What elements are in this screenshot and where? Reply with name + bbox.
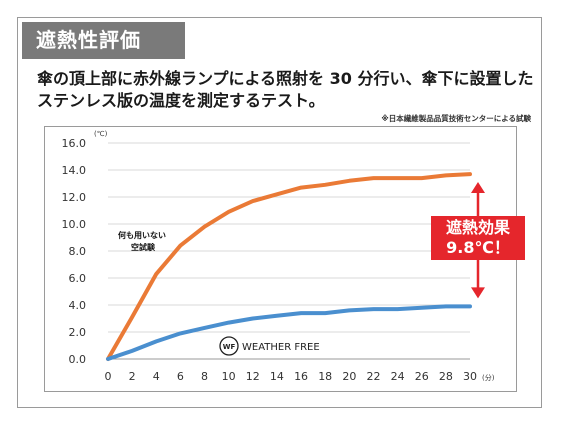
x-tick-label: 0: [105, 370, 112, 383]
y-tick-label: 6.0: [69, 272, 87, 285]
x-tick-label: 24: [391, 370, 405, 383]
x-tick-label: 12: [246, 370, 260, 383]
test-institution-note: ※日本繊維製品品質技術センターによる試験: [381, 114, 531, 123]
x-tick-label: 14: [270, 370, 284, 383]
x-tick-label: 26: [415, 370, 429, 383]
y-unit-label: (℃): [94, 130, 108, 138]
arrow-head-up: [471, 182, 485, 194]
x-tick-label: 18: [318, 370, 332, 383]
y-tick-labels: 0.0 2.0 4.0 6.0 8.0 10.0 12.0 14.0 16.0: [62, 137, 87, 366]
heat-shield-effect-badge: 遮熱効果 9.8℃！: [431, 216, 525, 260]
x-tick-label: 20: [342, 370, 356, 383]
x-tick-label: 10: [222, 370, 236, 383]
brand-name: WEATHER FREE: [242, 342, 320, 353]
series-line-weather-free: [106, 304, 472, 361]
x-tick-label: 22: [366, 370, 380, 383]
series-line-empty-test: [106, 172, 472, 361]
y-tick-label: 4.0: [69, 299, 87, 312]
x-tick-labels: 0 2 4 6 8 10 12 14 16 18 20 22 24 26 28 30: [105, 370, 478, 383]
y-tick-label: 12.0: [62, 191, 87, 204]
y-tick-label: 2.0: [69, 326, 87, 339]
x-tick-label: 16: [294, 370, 308, 383]
grid-lines: [108, 142, 470, 360]
x-tick-label: 2: [129, 370, 136, 383]
y-tick-label: 10.0: [62, 218, 87, 231]
x-tick-label: 6: [177, 370, 184, 383]
y-tick-label: 8.0: [69, 245, 87, 258]
y-tick-label: 0.0: [69, 353, 87, 366]
effect-title: 遮熱効果: [445, 218, 510, 237]
section-tag: 遮熱性評価: [22, 22, 185, 59]
x-unit-label: (分): [482, 373, 495, 382]
x-tick-label: 28: [439, 370, 453, 383]
arrow-head-down: [471, 287, 485, 299]
brand-logo-text: WF: [223, 343, 236, 351]
x-tick-label: 8: [201, 370, 208, 383]
x-tick-label: 4: [153, 370, 160, 383]
x-tick-label: 30: [463, 370, 477, 383]
empty-test-label-line2: 空試験: [131, 242, 156, 252]
effect-value: 9.8℃！: [446, 238, 510, 257]
empty-test-label-line1: 何も用いない: [118, 230, 166, 240]
brand-logo-icon: WF: [219, 336, 239, 356]
y-tick-label: 14.0: [62, 164, 87, 177]
panel-frame: [17, 17, 542, 408]
series-lines: [106, 172, 472, 361]
y-tick-label: 16.0: [62, 137, 87, 150]
test-description: 傘の頂上部に赤外線ランプによる照射を 30 分行い、傘下に設置したステンレス版の…: [37, 69, 534, 110]
